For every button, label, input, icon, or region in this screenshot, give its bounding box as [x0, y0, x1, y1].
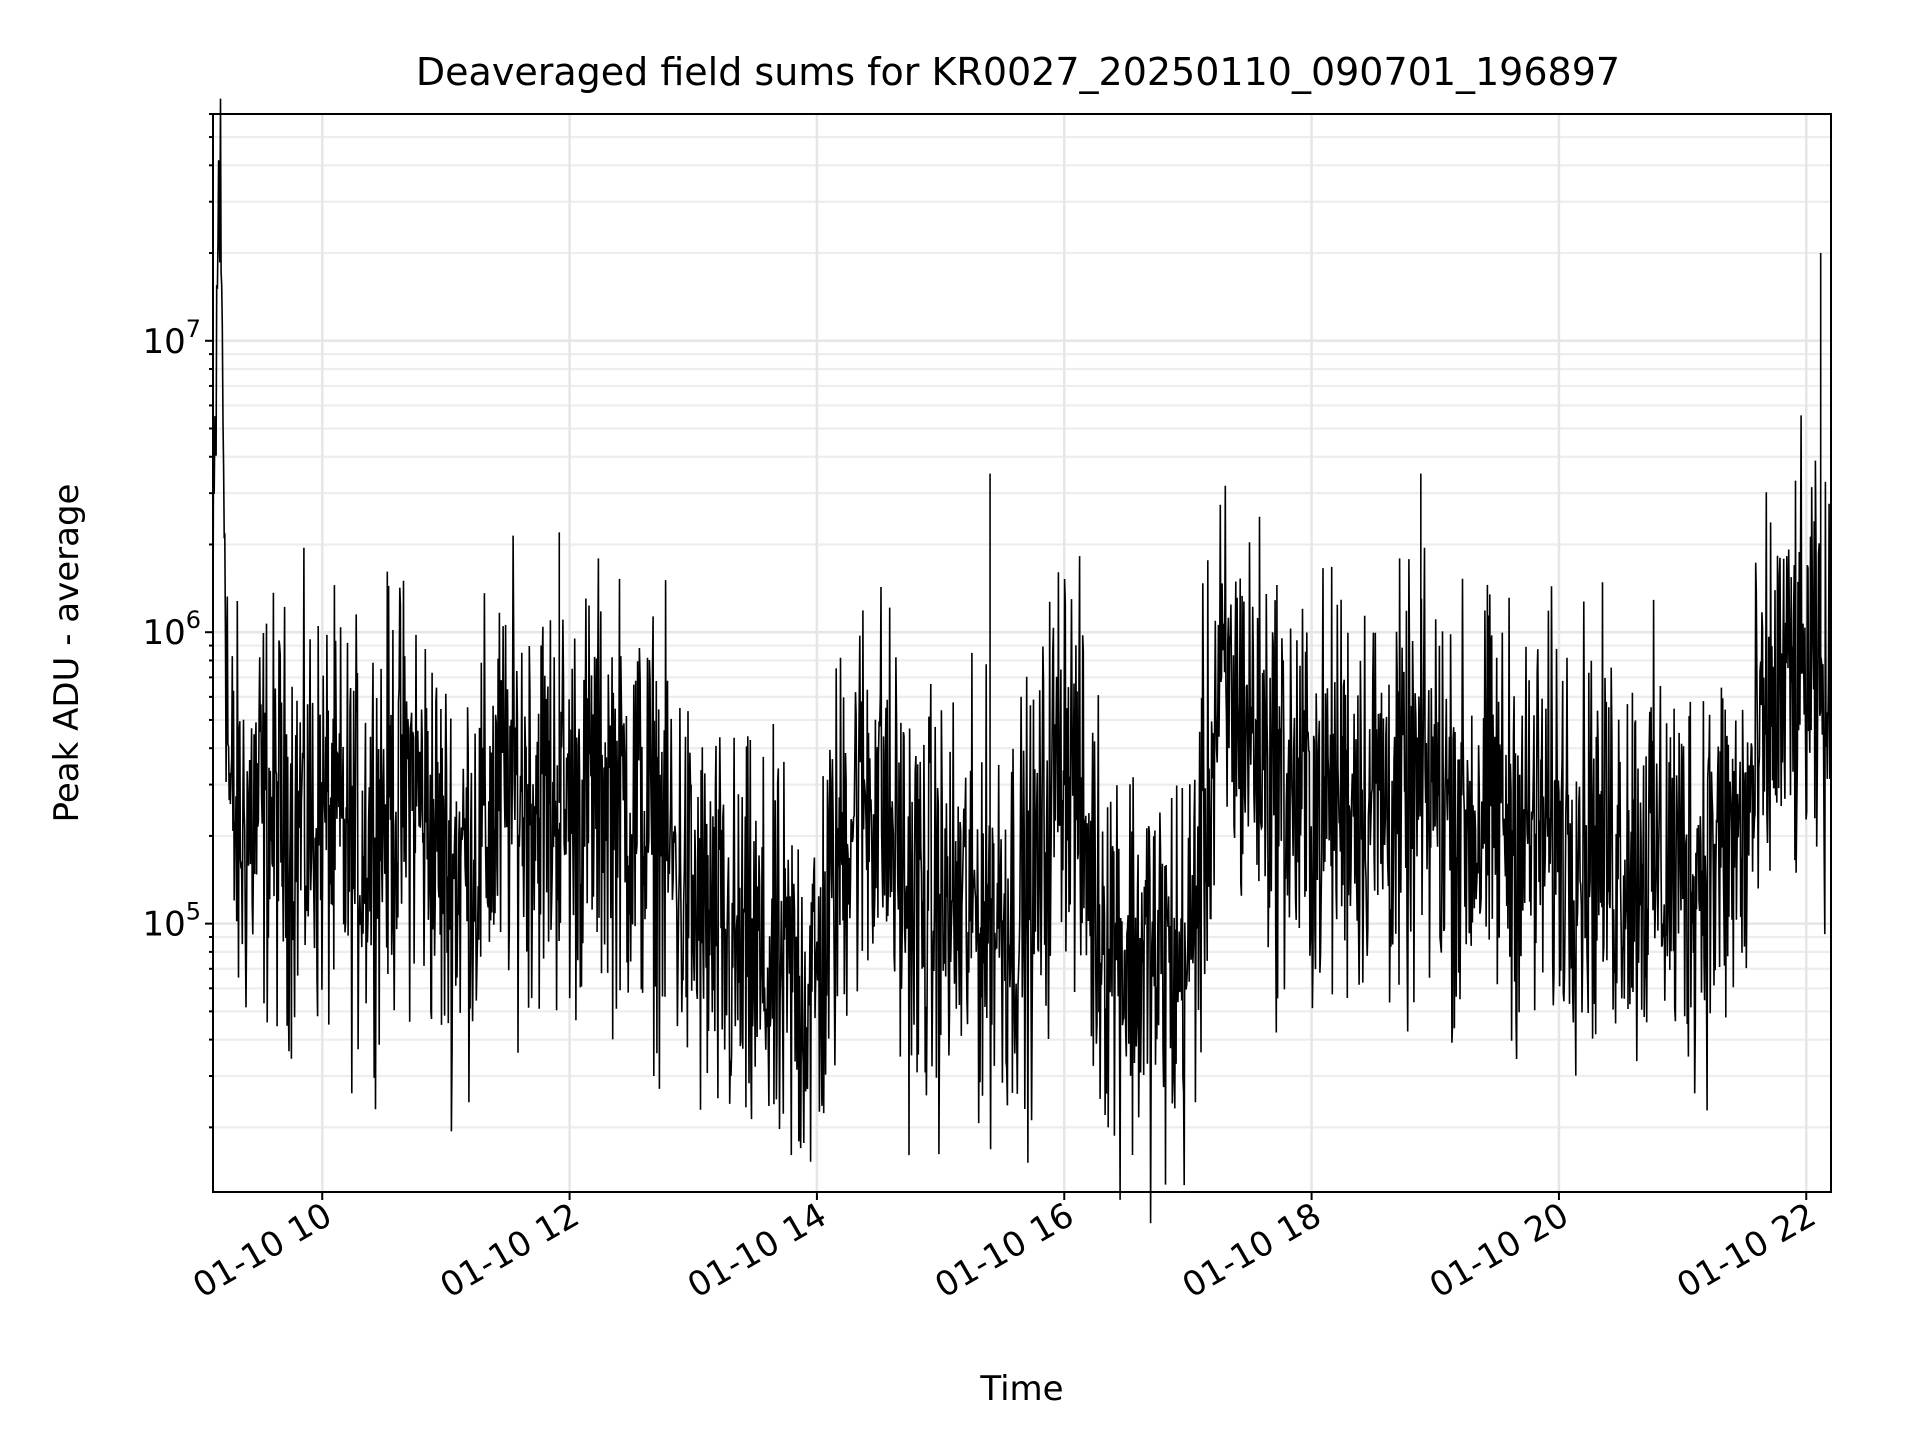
x-tick-label: 01-10 12	[434, 1195, 586, 1306]
y-axis-label: Peak ADU - average	[47, 484, 87, 823]
y-tick-label: 105	[142, 898, 201, 945]
y-axis: 105 106 107	[142, 113, 213, 1129]
x-axis-label: Time	[979, 1369, 1063, 1409]
plot-frame	[212, 113, 1832, 1193]
y-tick-label: 107	[142, 315, 201, 362]
series-line	[212, 98, 1832, 1224]
x-tick-label: 01-10 16	[928, 1195, 1080, 1306]
y-tick-label: 106	[142, 606, 201, 653]
grid	[213, 112, 1831, 1192]
x-tick-label: 01-10 14	[681, 1195, 833, 1306]
x-tick-label: 01-10 20	[1423, 1195, 1575, 1306]
x-axis: 01-10 10 01-10 12 01-10 14 01-10 16 01-10 18…	[186, 1192, 1823, 1306]
x-tick-label: 01-10 22	[1670, 1195, 1822, 1306]
x-tick-label: 01-10 18	[1176, 1195, 1328, 1306]
x-tick-label: 01-10 10	[186, 1195, 338, 1306]
chart-title: Deaveraged field sums for KR0027_2025011…	[416, 50, 1620, 94]
